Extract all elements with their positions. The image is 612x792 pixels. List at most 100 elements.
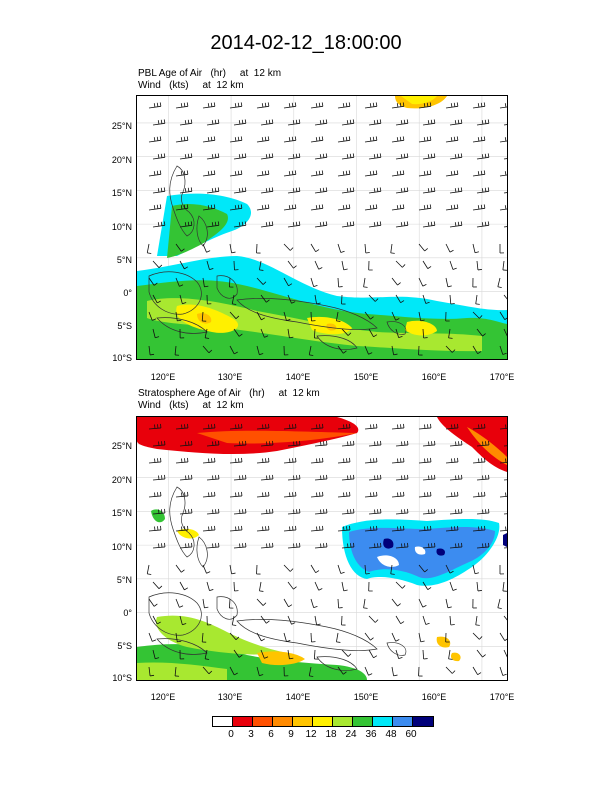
wind-barb: [229, 632, 240, 640]
wind-barb: [179, 581, 189, 591]
wind-barb: [475, 294, 480, 305]
wind-barb: [395, 508, 409, 515]
colorbar: [212, 716, 434, 727]
wind-barb: [368, 542, 382, 549]
wind-barb: [341, 440, 355, 447]
wind-barb: [472, 136, 486, 143]
wind-barb: [476, 474, 490, 481]
wind-barb: [314, 260, 323, 270]
wind-barb: [476, 508, 490, 515]
colorbar-box: [273, 717, 293, 726]
wind-barb: [175, 277, 184, 287]
wind-barb: [418, 277, 427, 287]
panel1-wind-label: Wind (kts) at 12 km: [138, 80, 244, 91]
wind-barb: [422, 542, 436, 549]
wind-barb: [337, 666, 347, 675]
wind-barb: [152, 615, 161, 625]
p1-lat-label: 5°S: [117, 321, 132, 331]
wind-barb: [310, 170, 324, 177]
wind-barb: [395, 615, 405, 625]
wind-barb: [422, 508, 436, 515]
wind-barb: [287, 187, 301, 194]
wind-barb: [422, 221, 436, 228]
wind-barb: [422, 119, 436, 126]
p2-lon-label: 160°E: [421, 692, 447, 702]
wind-barb: [449, 474, 463, 481]
wind-barb: [260, 649, 269, 659]
wind-barb: [391, 170, 405, 177]
wind-barb: [445, 525, 459, 532]
wind-barb: [175, 204, 189, 211]
wind-barb: [256, 102, 270, 109]
colorbar-box: [333, 717, 353, 726]
wind-barb: [283, 204, 297, 211]
wind-barb: [260, 474, 274, 481]
wind-barb: [395, 328, 403, 338]
wind-barb: [313, 649, 319, 660]
coastline-segment: [156, 638, 208, 655]
wind-barb: [202, 525, 216, 532]
wind-barb: [364, 136, 378, 143]
strat-age-shading: [137, 417, 507, 680]
wind-barb: [449, 581, 457, 591]
wind-barb: [229, 564, 236, 575]
p2-lat-label: 25°N: [111, 441, 132, 451]
wind-barb: [497, 277, 502, 288]
wind-barb: [503, 124, 507, 126]
wind-barb: [472, 170, 486, 177]
wind-barb: [175, 423, 189, 430]
wind-barb: [368, 615, 379, 623]
wind-barb: [233, 649, 243, 658]
wind-barb: [445, 243, 454, 253]
wind-barb: [445, 204, 459, 211]
wind-barb: [283, 311, 291, 322]
wind-barb: [395, 581, 406, 589]
shading-yellow-south: [257, 636, 461, 666]
wind-barb: [499, 526, 507, 532]
wind-barb: [418, 204, 432, 211]
wind-barb: [391, 598, 401, 607]
wind-barb: [256, 345, 264, 356]
wind-barb: [287, 221, 301, 228]
wind-barb: [233, 542, 247, 549]
colorbar-box: [413, 717, 433, 726]
wind-barb: [287, 474, 301, 481]
wind-barb: [472, 423, 486, 430]
wind-barb: [148, 491, 162, 498]
wind-barb: [260, 294, 270, 303]
p1-lat-label: 20°N: [111, 155, 132, 165]
wind-barb: [310, 243, 320, 253]
wind-barb: [287, 615, 296, 625]
wind-barb: [148, 666, 155, 677]
wind-barb: [206, 615, 212, 626]
wind-barb: [499, 311, 507, 320]
wind-barb: [476, 542, 490, 549]
wind-barb: [475, 615, 480, 626]
wind-barb: [497, 598, 502, 609]
wind-barb: [395, 542, 409, 549]
wind-barb: [391, 525, 405, 532]
wind-barb: [229, 204, 243, 211]
colorbar-box: [233, 717, 253, 726]
wind-barb: [341, 474, 355, 481]
panel2-wind-label: Wind (kts) at 12 km: [138, 400, 244, 411]
wind-barb: [206, 221, 220, 228]
wind-barb: [201, 311, 207, 322]
wind-barb: [472, 564, 479, 575]
wind-barb: [341, 153, 355, 160]
colorbar-label: 9: [288, 729, 294, 740]
wind-barb: [337, 204, 351, 211]
wind-barb: [364, 311, 374, 320]
p1-lon-label: 160°E: [421, 372, 447, 382]
colorbar-label: 36: [365, 729, 377, 740]
wind-barb: [364, 204, 378, 211]
wind-barb: [287, 581, 297, 590]
wind-barb: [314, 187, 328, 194]
wind-barb: [256, 525, 270, 532]
p1-lat-label: 0°: [123, 288, 132, 298]
wind-barb: [364, 170, 378, 177]
wind-barb: [472, 525, 486, 532]
wind-barb: [364, 102, 378, 109]
wind-barb: [336, 311, 341, 322]
colorbar-label: 24: [345, 729, 357, 740]
